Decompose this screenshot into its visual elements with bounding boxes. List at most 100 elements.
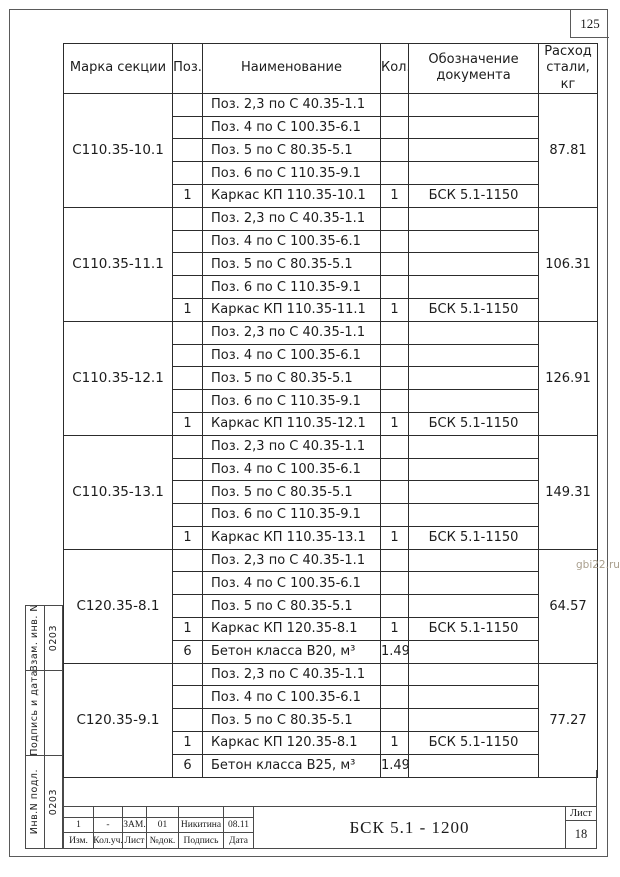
frame-connector — [63, 770, 597, 807]
revision-signature-value: Никитина — [179, 818, 224, 833]
position-cell — [172, 457, 203, 482]
quantity-cell: 1 — [380, 297, 409, 322]
revision-izm-value: 1 — [64, 818, 94, 833]
document-code-cell: БСК 5.1 - 1200 — [253, 807, 566, 848]
revision-dok-value: 01 — [147, 818, 179, 833]
stamp-podpis-data-label: Подпись и дата — [29, 671, 41, 755]
quantity-cell — [380, 252, 409, 277]
document-ref-cell — [408, 434, 539, 459]
item-name-cell: Поз. 5 по С 80.35-5.1 — [202, 708, 381, 733]
position-cell — [172, 389, 203, 413]
table-row: 1 Каркас КП 110.35-11.1 1 БСК 5.1-1150 — [64, 297, 598, 322]
table-row: Поз. 5 по С 80.35-5.1 — [64, 594, 598, 619]
document-code: БСК 5.1 - 1200 — [349, 817, 470, 837]
position-cell — [172, 229, 203, 254]
section-mark-cell: С110.35-12.1 — [63, 320, 173, 436]
table-row: С110.35-12.1 Поз. 2,3 по С 40.35-1.1 126.9… — [63, 320, 598, 436]
page-number: 125 — [580, 15, 600, 31]
sheet-label: Лист — [566, 807, 596, 821]
section-mark-cell: С120.35-9.1 — [63, 662, 173, 778]
position-cell — [172, 275, 203, 299]
document-ref-cell — [408, 115, 539, 140]
table-row: Поз. 5 по С 80.35-5.1 — [64, 138, 598, 163]
column-header-steel: Расход стали, кг — [538, 43, 598, 94]
section-mark-cell: С110.35-10.1 — [63, 92, 173, 208]
item-name-cell: Поз. 4 по С 100.35-6.1 — [202, 571, 381, 596]
item-name-cell: Поз. 2,3 по С 40.35-1.1 — [202, 434, 381, 459]
position-cell — [172, 548, 203, 573]
sheet-number-box: Лист 18 — [566, 807, 596, 848]
table-row: 6 Бетон класса В25, м³ 1.49 — [64, 753, 598, 778]
quantity-cell: 1.49 — [380, 639, 409, 664]
position-cell: 6 — [172, 753, 203, 778]
item-name-cell: Поз. 2,3 по С 40.35-1.1 — [202, 206, 381, 231]
stamp-label-cell: Подпись и дата — [26, 671, 44, 755]
position-cell: 1 — [172, 617, 203, 641]
position-cell — [172, 366, 203, 391]
item-name-cell: Поз. 6 по С 110.35-9.1 — [202, 503, 381, 527]
document-ref-cell — [408, 480, 539, 505]
stamp-inv-podl-label: Инв.N подл. — [29, 769, 41, 835]
item-name-cell: Поз. 5 по С 80.35-5.1 — [202, 366, 381, 391]
position-cell — [172, 320, 203, 345]
revision-date-value: 08.11 — [224, 818, 253, 833]
title-block-revision-grid: 1 - ЗАМ. 01 Никитина 08.11 Изм. Кол.уч. … — [64, 807, 253, 848]
column-header-quantity: Кол. — [380, 43, 409, 94]
revision-empty-cell — [123, 807, 147, 818]
quantity-cell: 1.49 — [380, 753, 409, 778]
revision-koluch-value: - — [94, 818, 123, 833]
item-name-cell: Каркас КП 110.35-12.1 — [202, 411, 381, 436]
document-ref-cell: БСК 5.1-1150 — [408, 183, 539, 208]
quantity-cell — [380, 92, 409, 117]
position-cell — [172, 434, 203, 459]
quantity-cell — [380, 708, 409, 733]
document-ref-cell — [408, 275, 539, 299]
item-name-cell: Поз. 6 по С 110.35-9.1 — [202, 275, 381, 299]
document-ref-cell — [408, 161, 539, 185]
item-name-cell: Поз. 6 по С 110.35-9.1 — [202, 389, 381, 413]
quantity-cell — [380, 389, 409, 413]
page-number-box: 125 — [570, 10, 609, 38]
quantity-cell — [380, 229, 409, 254]
item-name-cell: Бетон класса В25, м³ — [202, 753, 381, 778]
watermark-text: gbi22.ru — [576, 559, 620, 571]
table-row: С110.35-11.1 Поз. 2,3 по С 40.35-1.1 106.3… — [63, 206, 598, 322]
item-name-cell: Каркас КП 120.35-8.1 — [202, 731, 381, 755]
table-row: Поз. 5 по С 80.35-5.1 — [64, 480, 598, 505]
position-cell — [172, 343, 203, 368]
stamp-vzam-inv-label: Взам. инв. N — [29, 606, 41, 670]
steel-consumption-cell: 77.27 — [538, 662, 598, 778]
table-row: 1 Каркас КП 120.35-8.1 1 БСК 5.1-1150 — [64, 731, 598, 755]
item-name-cell: Поз. 5 по С 80.35-5.1 — [202, 594, 381, 619]
document-ref-cell — [408, 366, 539, 391]
stamp-label-cell: Взам. инв. N — [26, 606, 44, 670]
document-ref-cell — [408, 503, 539, 527]
document-ref-cell — [408, 252, 539, 277]
table-row: С120.35-9.1 Поз. 2,3 по С 40.35-1.1 77.27 — [63, 662, 598, 778]
steel-consumption-cell: 87.81 — [538, 92, 598, 208]
item-name-cell: Поз. 2,3 по С 40.35-1.1 — [202, 548, 381, 573]
document-ref-cell — [408, 389, 539, 413]
revision-koluch-label: Кол.уч. — [94, 833, 123, 848]
quantity-cell — [380, 457, 409, 482]
quantity-cell — [380, 503, 409, 527]
stamp-inv-podl: Инв.N подл. 0203 — [25, 755, 63, 849]
table-row: 1 Каркас КП 110.35-10.1 1 БСК 5.1-1150 — [64, 183, 598, 208]
item-name-cell: Поз. 5 по С 80.35-5.1 — [202, 480, 381, 505]
quantity-cell: 1 — [380, 525, 409, 550]
column-header-document: Обозначение документа — [408, 43, 539, 94]
item-name-cell: Поз. 4 по С 100.35-6.1 — [202, 115, 381, 140]
document-ref-cell — [408, 708, 539, 733]
position-cell: 1 — [172, 525, 203, 550]
item-name-cell: Поз. 4 по С 100.35-6.1 — [202, 229, 381, 254]
revision-dok-label: №док. — [147, 833, 179, 848]
document-ref-cell — [408, 548, 539, 573]
document-ref-cell — [408, 229, 539, 254]
steel-consumption-cell: 149.31 — [538, 434, 598, 550]
position-cell — [172, 206, 203, 231]
quantity-cell — [380, 115, 409, 140]
item-name-cell: Каркас КП 110.35-10.1 — [202, 183, 381, 208]
section-mark-cell: С110.35-11.1 — [63, 206, 173, 322]
document-ref-cell — [408, 662, 539, 687]
stamp-value-cell — [43, 671, 63, 755]
